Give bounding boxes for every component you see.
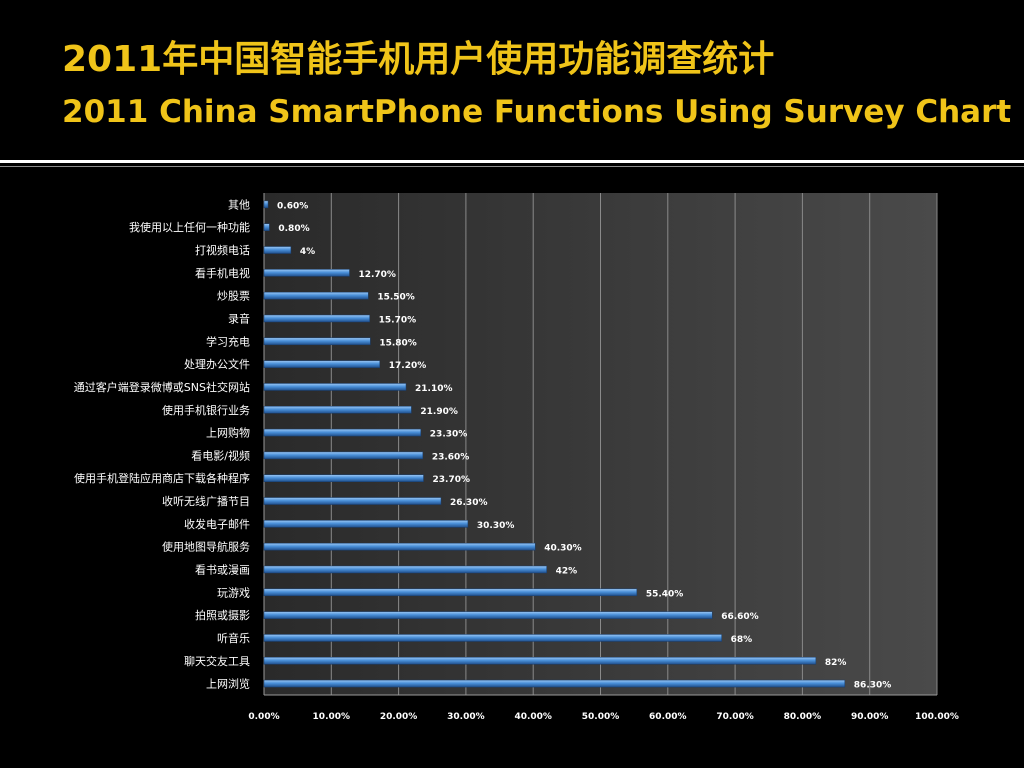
bar bbox=[263, 383, 407, 391]
x-tick-label: 90.00% bbox=[851, 712, 889, 722]
category-label: 看书或漫画 bbox=[195, 563, 250, 577]
category-label: 使用手机银行业务 bbox=[162, 403, 250, 417]
bar bbox=[263, 542, 536, 551]
category-label: 录音 bbox=[228, 312, 250, 326]
data-label: 0.60% bbox=[277, 201, 308, 211]
title-chinese: 2011年中国智能手机用户使用功能调查统计 bbox=[62, 39, 775, 80]
data-label: 15.50% bbox=[377, 293, 415, 303]
x-tick-label: 60.00% bbox=[649, 712, 687, 722]
bar bbox=[263, 246, 292, 254]
category-label: 收发电子邮件 bbox=[184, 517, 250, 531]
bar bbox=[263, 588, 638, 597]
bar bbox=[263, 314, 370, 323]
bar bbox=[263, 451, 424, 460]
bar-chart: 其他 0.60% 我使用以上任何一种功能 0.80% 打视频电话 4% 看手机电视 12.70… bbox=[74, 193, 959, 722]
data-label: 23.60% bbox=[432, 452, 470, 462]
data-label: 42% bbox=[556, 567, 578, 577]
bar bbox=[263, 269, 350, 277]
x-tick-label: 20.00% bbox=[380, 712, 418, 722]
x-tick-label: 70.00% bbox=[716, 712, 754, 722]
title-divider bbox=[0, 160, 1024, 163]
bar bbox=[263, 200, 269, 209]
data-label: 26.30% bbox=[450, 498, 488, 508]
bar bbox=[263, 565, 547, 574]
category-label: 看电影/视频 bbox=[191, 448, 250, 462]
category-label: 处理办公文件 bbox=[184, 357, 250, 371]
data-label: 15.70% bbox=[379, 316, 417, 326]
category-label: 玩游戏 bbox=[217, 586, 250, 599]
x-tick-label: 80.00% bbox=[784, 712, 822, 722]
title-divider-thin bbox=[0, 166, 1024, 167]
category-label: 学习充电 bbox=[206, 334, 250, 348]
x-tick-label: 10.00% bbox=[313, 712, 351, 722]
data-label: 40.30% bbox=[544, 544, 582, 554]
category-label: 聊天交友工具 bbox=[184, 654, 250, 668]
data-label: 30.30% bbox=[477, 521, 515, 531]
chart-area: 其他 0.60% 我使用以上任何一种功能 0.80% 打视频电话 4% 看手机电视 12.70… bbox=[29, 168, 994, 743]
title-english: 2011 China SmartPhone Functions Using Su… bbox=[62, 94, 1012, 130]
category-label: 其他 bbox=[228, 198, 250, 211]
bar bbox=[263, 291, 369, 300]
data-label: 68% bbox=[731, 635, 753, 645]
x-tick-label: 50.00% bbox=[582, 712, 620, 722]
data-label: 86.30% bbox=[854, 681, 892, 691]
data-label: 23.30% bbox=[430, 430, 468, 440]
data-label: 15.80% bbox=[379, 338, 417, 348]
data-label: 17.20% bbox=[389, 361, 427, 371]
data-label: 55.40% bbox=[646, 589, 684, 599]
category-label: 打视频电话 bbox=[195, 243, 250, 257]
bar bbox=[263, 634, 722, 642]
category-label: 我使用以上任何一种功能 bbox=[129, 220, 250, 234]
data-label: 12.70% bbox=[358, 270, 396, 280]
data-label: 82% bbox=[825, 658, 847, 668]
category-label: 收听无线广播节目 bbox=[162, 494, 250, 508]
category-label: 使用地图导航服务 bbox=[162, 540, 250, 554]
category-label: 炒股票 bbox=[217, 290, 250, 303]
category-label: 使用手机登陆应用商店下载各种程序 bbox=[74, 471, 250, 485]
bar bbox=[263, 406, 412, 414]
data-label: 4% bbox=[300, 247, 315, 257]
data-label: 21.90% bbox=[420, 407, 458, 417]
bar bbox=[263, 337, 371, 346]
bar bbox=[263, 360, 381, 368]
data-label: 23.70% bbox=[433, 475, 471, 485]
data-label: 0.80% bbox=[278, 224, 309, 234]
bar bbox=[263, 223, 270, 231]
bar bbox=[263, 679, 846, 688]
bar bbox=[263, 520, 469, 528]
bar bbox=[263, 428, 422, 437]
x-tick-label: 100.00% bbox=[915, 712, 959, 722]
bar bbox=[263, 497, 442, 505]
bar bbox=[263, 474, 424, 482]
x-tick-label: 0.00% bbox=[248, 712, 279, 722]
category-label: 上网浏览 bbox=[206, 677, 250, 691]
bar bbox=[263, 611, 713, 619]
data-label: 66.60% bbox=[721, 612, 759, 622]
category-label: 拍照或摄影 bbox=[195, 608, 250, 622]
data-label: 21.10% bbox=[415, 384, 453, 394]
category-label: 上网购物 bbox=[206, 426, 250, 440]
category-label: 听音乐 bbox=[217, 631, 250, 645]
category-label: 通过客户端登录微博或SNS社交网站 bbox=[74, 380, 250, 394]
category-label: 看手机电视 bbox=[195, 266, 250, 280]
x-tick-label: 30.00% bbox=[447, 712, 485, 722]
bar bbox=[263, 657, 817, 665]
x-tick-label: 40.00% bbox=[514, 712, 552, 722]
